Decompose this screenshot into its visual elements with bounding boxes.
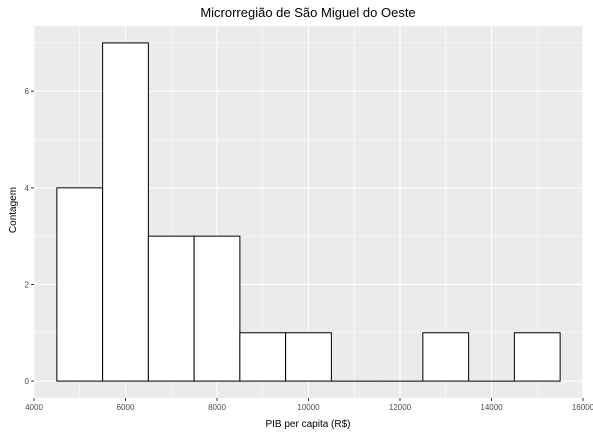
y-axis-label: Contagem [8,187,19,233]
histogram-bar [422,332,470,382]
x-tick-label: 12000 [389,403,412,412]
histogram-bar [193,235,241,382]
y-tick-label: 6 [25,87,30,96]
y-tick-label: 4 [25,184,30,193]
x-axis-label: PIB per capita (R$) [265,419,350,430]
x-tick-label: 6000 [117,403,135,412]
histogram-bar [102,42,149,382]
histogram-bar [239,332,287,382]
histogram-bar [513,332,561,382]
y-tick-label: 2 [25,280,30,289]
x-tick-label: 4000 [25,403,43,412]
x-tick-label: 8000 [208,403,226,412]
histogram-bars [56,42,561,382]
histogram-bar [56,187,104,382]
x-tick-label: 16000 [572,403,593,412]
axes: 4000 6000 8000 10000 12000 14000 16000 0 2 4 6 [25,87,593,412]
x-tick-label: 14000 [480,403,503,412]
histogram-bar [147,235,195,382]
x-tick-label: 10000 [297,403,320,412]
histogram-bar [285,332,332,382]
y-tick-label: 0 [25,377,30,386]
chart-title: Microrregião de São Miguel do Oeste [200,5,415,20]
